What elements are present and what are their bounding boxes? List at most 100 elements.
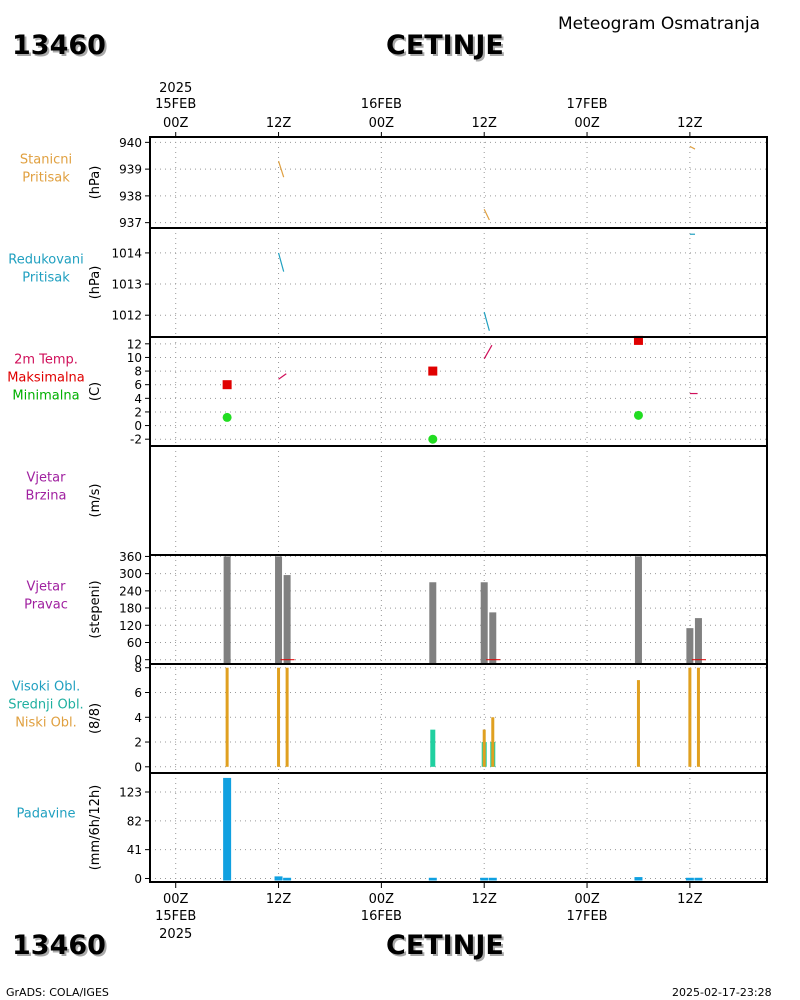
temperature-line-segment [483, 344, 493, 360]
top-time-label: 00Z [163, 116, 189, 131]
panel-label: Maksimalna [7, 371, 85, 386]
bottom-date-label: 17FEB [566, 909, 607, 924]
y-tick-label: 4 [134, 711, 142, 725]
y-tick-label: 0 [134, 872, 142, 886]
panel-frame [149, 663, 768, 774]
max-temp-marker [222, 380, 232, 390]
top-time-label: 12Z [266, 116, 292, 131]
panel-label: Srednji Obl. [8, 698, 83, 713]
panel-label: Padavine [17, 807, 76, 822]
bottom-time-label: 12Z [677, 892, 703, 907]
panel-label: Brzina [26, 489, 67, 504]
y-tick-label: 360 [119, 550, 142, 564]
panel-label: Redukovani [8, 253, 83, 268]
top-time-label: 12Z [471, 116, 497, 131]
bottom-time-label: 00Z [369, 892, 395, 907]
wind-direction-bar [223, 556, 231, 665]
y-tick-label: 938 [119, 189, 142, 203]
bottom-date-label: 16FEB [361, 909, 402, 924]
y-tick-label: 937 [119, 216, 142, 230]
y-tick-label: 940 [119, 136, 142, 150]
y-tick-label: 8 [134, 365, 142, 379]
panel-label: Pritisak [22, 271, 70, 286]
y-tick-label: 939 [119, 163, 142, 177]
precipitation-bar [480, 877, 489, 881]
pressure-line-segment [277, 252, 285, 272]
wind-direction-bar [283, 575, 291, 665]
y-tick-label: 120 [119, 619, 142, 633]
low-cloud-bar [688, 667, 692, 767]
y-tick-label: 300 [119, 567, 142, 581]
bottom-year-label: 2025 [159, 927, 192, 942]
precipitation-bar [694, 877, 703, 881]
panel-frame [149, 136, 768, 229]
footer-timestamp: 2025-02-17-23:28 [672, 986, 772, 999]
top-time-label: 00Z [369, 116, 395, 131]
temperature-line-segment [278, 373, 287, 380]
y-tick-label: 10 [127, 351, 142, 365]
bottom-time-label: 00Z [574, 892, 600, 907]
panel-frame [149, 445, 768, 556]
low-cloud-bar [225, 667, 229, 767]
panel-frame [149, 336, 768, 447]
y-tick-label: 6 [134, 686, 142, 700]
precipitation-bar [283, 877, 292, 881]
panel-frame [149, 227, 768, 338]
station-name-bottom: CETINJE [386, 930, 504, 961]
y-axis-unit-label: (C) [88, 382, 103, 401]
wind-direction-bar [694, 618, 702, 665]
mid-cloud-bar [430, 729, 436, 767]
panel-label: Vjetar [27, 471, 67, 486]
y-tick-label: 8 [134, 661, 142, 675]
precipitation-bar [634, 877, 643, 881]
pressure-line-segment [483, 311, 490, 331]
low-cloud-bar [491, 717, 495, 767]
min-temp-marker [222, 412, 232, 422]
panel-frame [149, 554, 768, 665]
pressure-line-segment [277, 160, 285, 178]
y-tick-label: 41 [127, 843, 142, 857]
low-cloud-bar [277, 667, 281, 767]
top-date-label: 15FEB [155, 97, 196, 112]
max-temp-marker [428, 366, 438, 376]
station-id-bottom: 13460 [12, 930, 106, 961]
y-tick-label: 4 [134, 392, 142, 406]
bottom-date-label: 15FEB [155, 909, 196, 924]
station-id-top: 13460 [12, 30, 106, 61]
precipitation-bar [223, 777, 232, 881]
panel-label: Minimalna [12, 389, 79, 404]
max-temp-marker [633, 335, 643, 345]
min-temp-marker [633, 410, 643, 420]
top-time-label: 12Z [677, 116, 703, 131]
y-axis-unit-label: (hPa) [88, 266, 103, 300]
bottom-time-label: 12Z [471, 892, 497, 907]
wind-direction-bar [489, 612, 497, 665]
y-tick-label: 240 [119, 584, 142, 598]
panel-label: Visoki Obl. [12, 680, 80, 695]
top-time-label: 00Z [574, 116, 600, 131]
low-cloud-bar [696, 667, 700, 767]
y-tick-label: 6 [134, 378, 142, 392]
y-tick-label: -2 [130, 433, 142, 447]
footer-credit: GrADS: COLA/IGES [6, 986, 109, 999]
y-axis-unit-label: (hPa) [88, 166, 103, 200]
panel-label: Niski Obl. [15, 716, 77, 731]
bottom-time-label: 12Z [266, 892, 292, 907]
low-cloud-bar [285, 667, 289, 767]
low-cloud-bar [636, 680, 640, 767]
y-axis-unit-label: (8/8) [88, 703, 103, 734]
y-tick-label: 0 [134, 653, 142, 667]
y-tick-label: 2 [134, 736, 142, 750]
panel-label: 2m Temp. [14, 353, 78, 368]
y-tick-label: 180 [119, 602, 142, 616]
y-tick-label: 123 [119, 785, 142, 799]
y-tick-label: 60 [127, 636, 142, 650]
y-tick-label: 82 [127, 814, 142, 828]
y-tick-label: 12 [127, 337, 142, 351]
wind-direction-bar [429, 582, 437, 665]
y-tick-label: 0 [134, 760, 142, 774]
wind-direction-bar [480, 582, 488, 665]
wind-direction-bar [275, 556, 283, 665]
